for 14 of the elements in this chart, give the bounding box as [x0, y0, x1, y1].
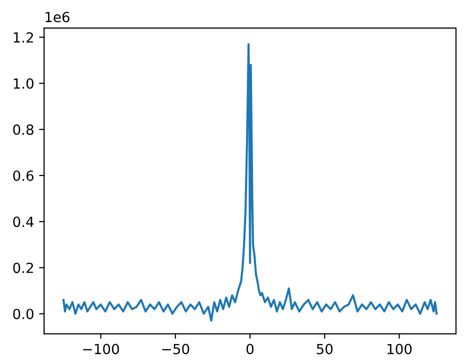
x-tick-label: −50 [162, 344, 190, 354]
text: 1e6 [46, 12, 70, 22]
line-series [62, 43, 438, 322]
y-tick-label: 1.0 [14, 78, 34, 89]
y-tick-label: 0.0 [13, 308, 34, 320]
y-tick-label: 0.4 [13, 216, 34, 228]
y-tick-label: 1.2 [14, 32, 33, 43]
y-tick-label: 0.8 [13, 124, 34, 135]
x-tick-label: 0 [246, 344, 254, 354]
x-tick-label: 100 [388, 344, 412, 354]
y-tick-label: 0.6 [13, 170, 34, 181]
x-tick-label: 50 [316, 344, 333, 354]
y-tick-label: 0.2 [13, 262, 33, 274]
x-tick-label: −100 [83, 344, 119, 354]
